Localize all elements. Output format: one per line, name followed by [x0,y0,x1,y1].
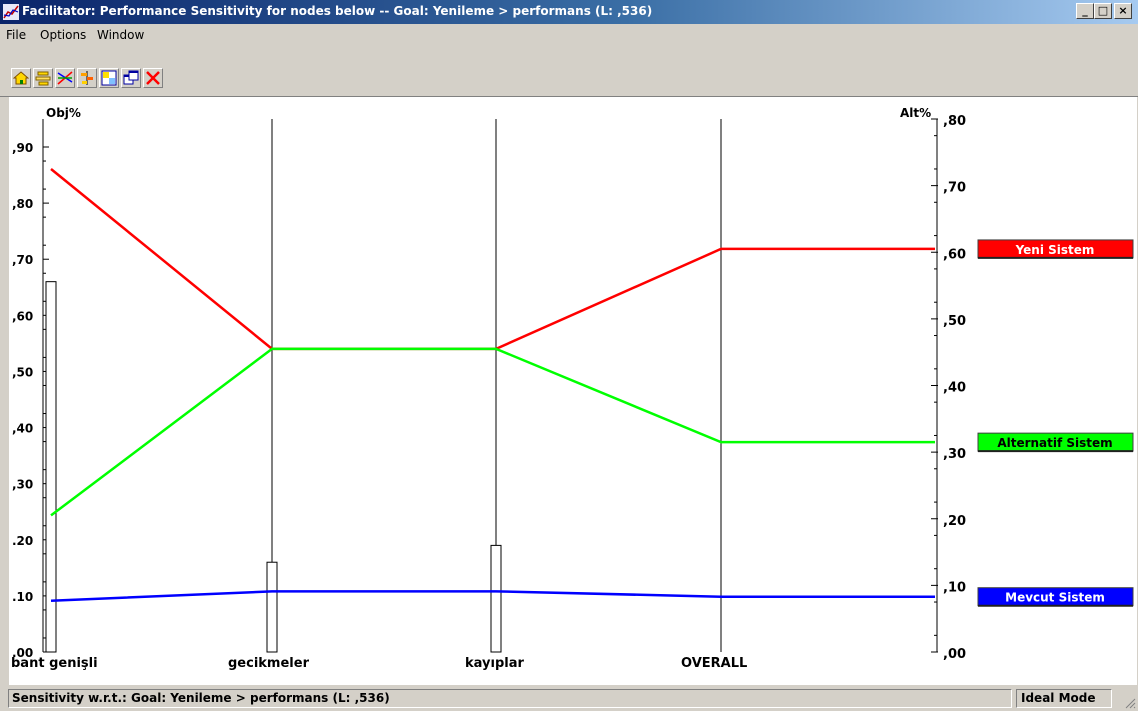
objective-bar [490,544,502,653]
right-axis-title: Alt% [900,106,931,120]
left-tick-label: ,70 [12,253,33,267]
two-d-button[interactable] [99,68,119,88]
left-tick-label: ,40 [12,422,33,436]
objective-bar [266,561,278,653]
right-tick-label: ,00 [943,647,966,662]
legend-label[interactable]: Mevcut Sistem [1005,591,1105,605]
right-tick-label: ,40 [943,381,966,396]
mode-indicator: Ideal Mode [1016,689,1112,708]
right-tick-label: ,30 [943,447,966,462]
x-axis-label: gecikmeler [228,656,310,671]
tree-icon [35,71,51,86]
toolbar [0,46,1138,97]
gradient-button[interactable] [77,68,97,88]
legend-label[interactable]: Yeni Sistem [1015,243,1095,257]
close-chart-button[interactable] [143,68,163,88]
menu-bar: File Options Window [0,24,1138,46]
plot-area: Obj% Alt% .00 .10 .20 ,30 ,40 ,50 ,60 ,70 ,80 ,90… [9,97,1137,685]
close-x-icon [146,71,160,85]
left-tick-label: .00 [12,646,33,660]
right-tick-label: ,70 [943,181,966,196]
sensitivity-star-icon [57,71,73,85]
sensitivity-chart: Obj% Alt% .00 .10 .20 ,30 ,40 ,50 ,60 ,70 ,80 ,90… [11,106,1134,671]
right-tick-label: ,10 [943,580,966,595]
left-tick-label: ,60 [12,309,33,323]
title-bar: Facilitator: Performance Sensitivity for… [0,0,1138,24]
left-tick-label: .20 [12,534,33,548]
two-d-plot-icon [101,70,117,86]
close-button[interactable]: × [1114,3,1132,19]
x-axis-label: OVERALL [681,656,747,671]
right-tick-label: ,80 [943,114,966,129]
x-axis-label: kayıplar [465,656,524,671]
status-text: Sensitivity w.r.t.: Goal: Yenileme > per… [8,689,1012,708]
windows-button[interactable] [121,68,141,88]
window-title: Facilitator: Performance Sensitivity for… [22,4,653,18]
series-line [50,590,935,602]
menu-window[interactable]: Window [97,28,145,42]
status-bar: Sensitivity w.r.t.: Goal: Yenileme > per… [0,686,1138,711]
left-tick-label: ,80 [12,197,33,211]
resize-grip-icon[interactable] [1124,697,1136,709]
sensitivity-button[interactable] [55,68,75,88]
tree-button[interactable] [33,68,53,88]
minimize-button[interactable]: _ [1076,3,1094,19]
left-axis-title: Obj% [46,106,81,120]
legend-item[interactable]: Mevcut Sistem [977,587,1134,607]
series-line [50,167,935,351]
left-tick-label: ,50 [12,365,33,379]
menu-options[interactable]: Options [40,28,87,42]
home-button[interactable] [11,68,31,88]
right-tick-label: ,20 [943,514,966,529]
menu-file[interactable]: File [6,28,27,42]
home-icon [13,71,29,85]
x-axis-label: bant genişli [11,656,98,671]
right-tick-label: ,60 [943,247,966,262]
windows-icon [123,70,139,85]
legend-item[interactable]: Alternatif Sistem [977,432,1134,453]
left-tick-label: ,90 [12,141,33,155]
app-icon [3,4,19,20]
legend-item[interactable]: Yeni Sistem [977,239,1134,259]
bar-gradient-icon [81,71,93,85]
legend-label[interactable]: Alternatif Sistem [997,436,1112,450]
right-tick-label: ,50 [943,314,966,329]
objective-bar [45,281,57,653]
series-line [50,347,935,517]
left-tick-label: .10 [12,590,33,604]
left-tick-label: ,30 [12,478,33,492]
maximize-button[interactable]: □ [1094,3,1112,19]
